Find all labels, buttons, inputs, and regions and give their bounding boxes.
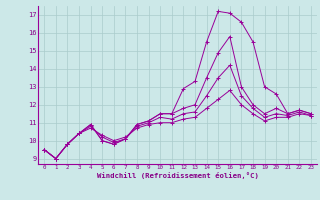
X-axis label: Windchill (Refroidissement éolien,°C): Windchill (Refroidissement éolien,°C) (97, 172, 259, 179)
